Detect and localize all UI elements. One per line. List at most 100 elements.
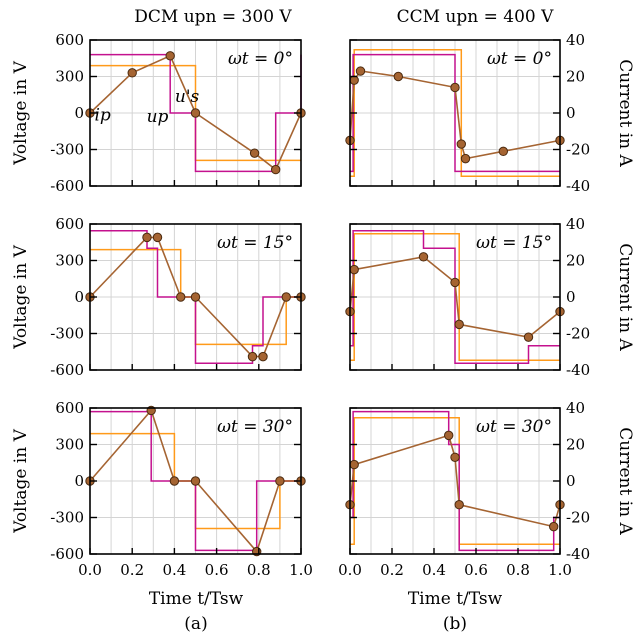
ip-data-point	[450, 452, 460, 462]
panel-ccm-30: 40 20 0 -20 -40 0.0 0.2 0.4 0.6 0.8 1.0 ωt = 30°	[338, 399, 590, 579]
ip-data-point	[190, 108, 201, 118]
ip-data-point	[450, 82, 460, 93]
ip-data-point	[349, 459, 359, 470]
ip-data-point	[418, 252, 429, 262]
omega-t-annotation: ωt = 0°	[228, 49, 293, 69]
y-tick-label: -600	[50, 545, 84, 563]
ip-data-point	[460, 153, 471, 164]
series-up-line	[90, 229, 301, 365]
ip-data-point	[498, 146, 508, 157]
left-ylabel-row2: Voltage in V	[11, 244, 31, 349]
ip-data-point	[152, 232, 163, 243]
ip-data-point	[349, 75, 359, 85]
x-tick-label: 0.0	[338, 561, 362, 579]
ip-data-point	[176, 292, 186, 302]
x-tick-label: 1.0	[289, 561, 313, 579]
ip-data-point	[355, 66, 366, 76]
omega-t-annotation: ωt = 30°	[217, 417, 293, 437]
series-up-line	[90, 410, 301, 552]
y-tick-label: 300	[55, 68, 84, 86]
series-us-line	[350, 416, 560, 546]
series-up-line	[350, 53, 560, 173]
y-tick-label: -300	[50, 509, 84, 527]
x-tick-label: 0.0	[78, 561, 102, 579]
right-ylabel-row3: Current in A	[615, 427, 635, 535]
ip-data-point	[247, 351, 258, 362]
ip-data-point	[142, 232, 152, 243]
x-tick-label: 0.6	[205, 561, 229, 579]
y-tick-label: 0	[74, 104, 84, 122]
y-tick-label-right: -20	[566, 325, 590, 343]
y-tick-label-right: -20	[566, 141, 590, 159]
ip-data-point	[456, 139, 466, 149]
y-tick-label-right: -20	[566, 509, 590, 527]
omega-t-annotation: ωt = 30°	[476, 417, 552, 437]
y-tick-label-right: 20	[566, 436, 585, 454]
y-tick-label: 0	[74, 288, 84, 306]
y-tick-label-right: 20	[566, 68, 585, 86]
right-column-title: CCM upn = 400 V	[397, 7, 555, 27]
left-xlabel: Time t/Tsw	[149, 589, 244, 609]
x-tick-label: 0.2	[120, 561, 144, 579]
omega-t-annotation: ωt = 15°	[217, 233, 293, 253]
ip-data-point	[523, 332, 534, 342]
ip-data-point	[275, 476, 285, 486]
panel-ccm-15: 40 20 0 -20 -40 ωt = 15°	[345, 215, 590, 379]
series-label: ip	[94, 105, 110, 125]
ip-data-point	[270, 164, 281, 175]
ip-data-point	[249, 148, 260, 158]
ip-data-point	[454, 500, 464, 510]
left-ylabel-row1: Voltage in V	[11, 60, 31, 165]
ip-data-point	[450, 277, 460, 288]
y-tick-label: -300	[50, 325, 84, 343]
ip-data-point	[169, 476, 180, 486]
y-tick-label: 300	[55, 252, 84, 270]
y-tick-label: 0	[74, 472, 84, 490]
y-tick-label-right: 40	[566, 31, 585, 49]
panel-dcm-15: 600 300 0 -300 -600 ωt = 15°	[50, 215, 306, 379]
ip-data-point	[165, 51, 175, 61]
ip-data-point	[444, 430, 454, 441]
x-tick-label: 0.8	[247, 561, 271, 579]
y-tick-label-right: 40	[566, 215, 585, 233]
panel-dcm-0: 600 300 0 -300 -600 ωt = 0° ip up u's	[50, 31, 306, 195]
ip-data-point	[190, 476, 201, 486]
y-tick-label-right: -40	[566, 177, 590, 195]
y-tick-label: 600	[55, 215, 84, 233]
series-label: up	[147, 107, 169, 127]
y-tick-label-right: 40	[566, 399, 585, 417]
left-caption: (a)	[184, 614, 207, 634]
y-tick-label-right: -40	[566, 545, 590, 563]
panels: 600 300 0 -300 -600 ωt = 0° ip up u's 40 20 0 -20 -40…	[50, 31, 590, 579]
right-ylabel-row1: Current in A	[615, 59, 635, 167]
x-tick-label: 0.2	[380, 561, 404, 579]
ip-data-point	[349, 264, 359, 275]
right-ylabel-row2: Current in A	[615, 243, 635, 351]
ip-data-point	[454, 319, 464, 330]
y-tick-label-right: 0	[566, 472, 576, 490]
y-tick-label: 600	[55, 31, 84, 49]
y-tick-label: -300	[50, 141, 84, 159]
ip-data-point	[190, 292, 201, 302]
y-tick-label-right: 20	[566, 252, 585, 270]
series-us-line	[350, 48, 560, 178]
omega-t-annotation: ωt = 15°	[476, 233, 552, 253]
panel-ccm-0: 40 20 0 -20 -40 ωt = 0°	[345, 31, 590, 195]
ip-data-point	[549, 521, 559, 532]
series-us-line	[350, 232, 560, 362]
x-tick-label: 0.4	[162, 561, 186, 579]
x-tick-label: 0.6	[464, 561, 488, 579]
right-xlabel: Time t/Tsw	[408, 589, 503, 609]
ip-data-point	[258, 351, 268, 362]
omega-t-annotation: ωt = 0°	[487, 49, 552, 69]
series-up-line	[90, 53, 302, 173]
y-tick-label: 300	[55, 436, 84, 454]
left-column-title: DCM upn = 300 V	[134, 7, 292, 27]
y-tick-label: -600	[50, 361, 84, 379]
x-tick-label: 0.8	[506, 561, 530, 579]
y-tick-label: 600	[55, 399, 84, 417]
y-tick-label: -600	[50, 177, 84, 195]
x-tick-label: 0.4	[422, 561, 446, 579]
